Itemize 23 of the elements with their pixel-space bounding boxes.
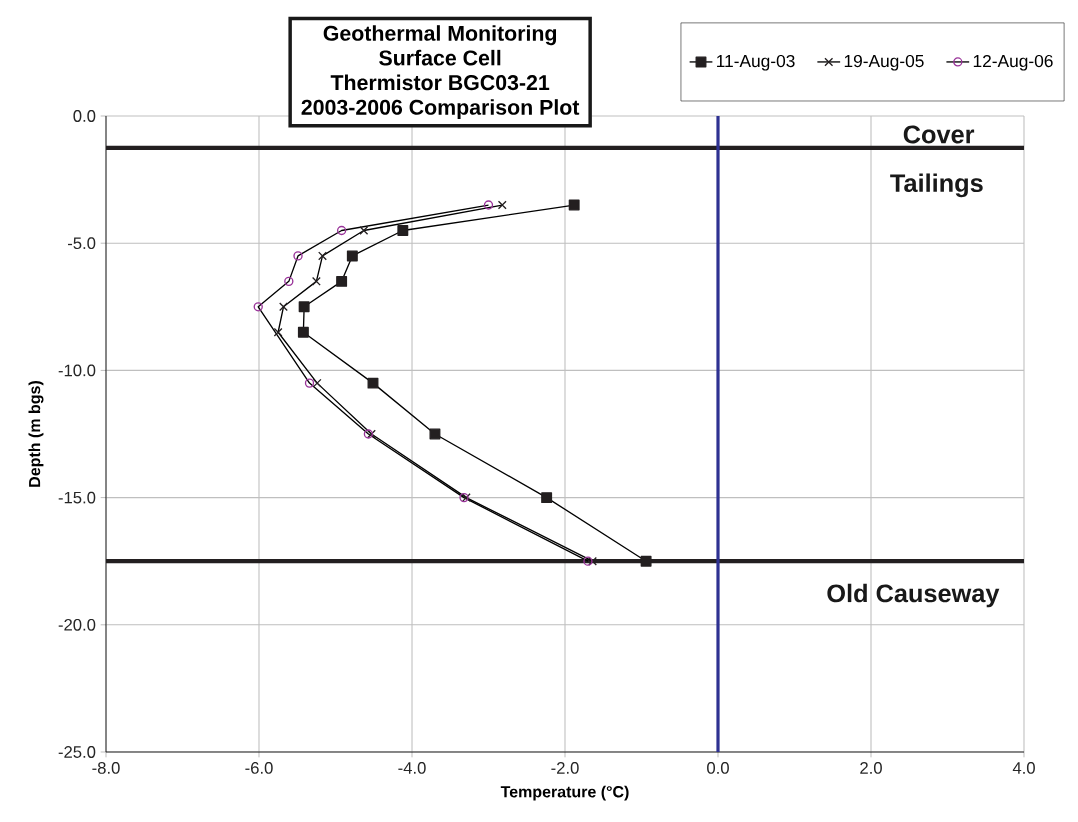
x-tick-label: -2.0 [551,762,579,774]
x-tick-label: -6.0 [245,762,273,774]
x-tick-label: 0.0 [707,762,729,774]
x-axis-title: Temperature (°C) [500,785,629,801]
y-tick-label: -25.0 [58,746,96,758]
legend-label: 11-Aug-03 [717,54,795,71]
x-tick-label: 2.0 [860,762,882,774]
y-tick-label: -5.0 [67,237,96,250]
x-tick-label: -4.0 [398,762,426,774]
y-axis-title: Depth (m bgs) [28,381,44,487]
x-tick-label: -8.0 [92,762,120,774]
x-tick-label: 4.0 [1012,762,1035,774]
y-tick-label: -15.0 [58,491,96,504]
chart-subtitle: 2003-2006 Comparison Plot [301,99,580,120]
y-tick-label: -10.0 [58,364,96,377]
annotation: Cover [903,125,975,144]
legend-label: 12-Aug-06 [973,54,1053,71]
annotation: Old Causeway [827,583,1000,608]
y-tick-label: 0.0 [73,110,96,122]
chart-title: Geothermal Monitoring Surface Cell Thermistor BGC03-21 [323,25,557,91]
y-tick-label: -20.0 [58,618,96,631]
annotation: Tailings [890,173,983,198]
legend-label: 19-Aug-05 [844,54,924,71]
